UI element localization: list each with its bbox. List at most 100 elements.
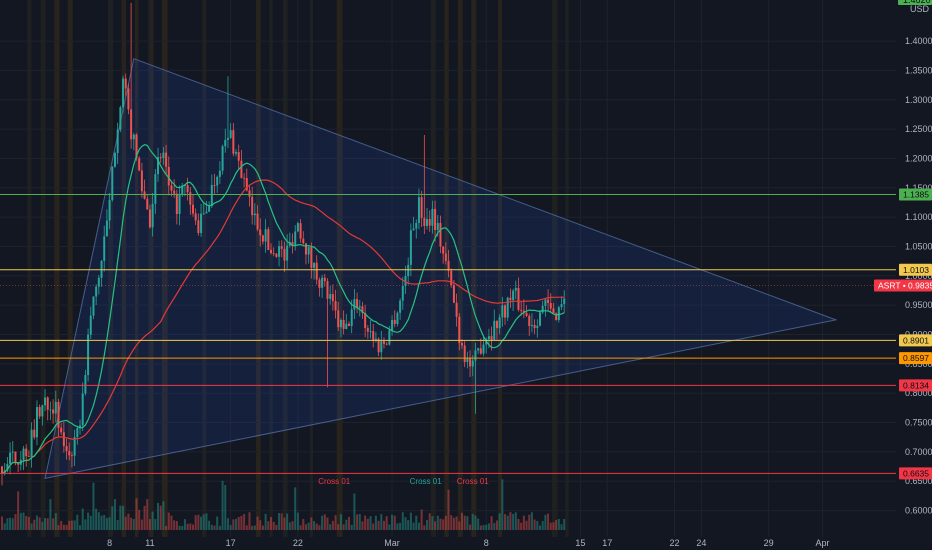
candle-body[interactable]: [41, 405, 44, 417]
candle-body[interactable]: [315, 262, 318, 280]
candle-body[interactable]: [189, 192, 192, 205]
candle-body[interactable]: [348, 323, 351, 326]
candle-body[interactable]: [353, 299, 356, 310]
candle-body[interactable]: [361, 306, 364, 314]
candle-body[interactable]: [504, 305, 507, 318]
candle-body[interactable]: [560, 304, 563, 308]
candle-body[interactable]: [547, 299, 550, 304]
candle-body[interactable]: [380, 341, 383, 353]
candle-body[interactable]: [191, 204, 194, 214]
candle-body[interactable]: [200, 213, 203, 233]
candle-body[interactable]: [399, 300, 402, 313]
candle-body[interactable]: [501, 305, 504, 318]
candle-body[interactable]: [493, 320, 496, 340]
candle-body[interactable]: [350, 309, 353, 326]
candle-body[interactable]: [116, 129, 119, 153]
candle-body[interactable]: [326, 281, 329, 299]
candle-body[interactable]: [530, 324, 533, 327]
candle-body[interactable]: [237, 152, 240, 161]
candle-body[interactable]: [356, 299, 359, 308]
candle-body[interactable]: [329, 294, 332, 299]
candle-body[interactable]: [113, 152, 116, 167]
candle-body[interactable]: [283, 248, 286, 261]
candle-body[interactable]: [460, 343, 463, 346]
candle-body[interactable]: [391, 320, 394, 331]
candle-body[interactable]: [259, 229, 262, 236]
candle-body[interactable]: [173, 190, 176, 194]
candle-body[interactable]: [318, 279, 321, 288]
candle-body[interactable]: [552, 308, 555, 314]
candle-body[interactable]: [22, 448, 25, 460]
candle-body[interactable]: [175, 193, 178, 215]
candle-body[interactable]: [235, 152, 238, 154]
candle-body[interactable]: [62, 432, 65, 447]
candle-body[interactable]: [382, 341, 385, 344]
candle-body[interactable]: [331, 294, 334, 302]
candle-body[interactable]: [70, 455, 73, 457]
candle-body[interactable]: [514, 287, 517, 291]
candle-body[interactable]: [261, 235, 264, 242]
candle-body[interactable]: [444, 253, 447, 261]
candle-body[interactable]: [60, 427, 63, 433]
candle-body[interactable]: [27, 456, 30, 457]
candle-body[interactable]: [248, 190, 251, 197]
candle-body[interactable]: [132, 134, 135, 140]
candlesticks[interactable]: [1, 2, 566, 486]
candle-body[interactable]: [208, 205, 211, 212]
candle-body[interactable]: [442, 246, 445, 254]
candle-body[interactable]: [321, 277, 324, 288]
candle-body[interactable]: [232, 130, 235, 154]
candle-body[interactable]: [264, 229, 267, 242]
candle-body[interactable]: [337, 310, 340, 328]
candle-body[interactable]: [420, 197, 423, 218]
candle-body[interactable]: [388, 330, 391, 345]
time-axis[interactable]: 8 11 17 22 Mar 8 15 17 22 24 29 Apr: [107, 538, 829, 548]
candle-body[interactable]: [76, 428, 79, 438]
candle-body[interactable]: [498, 317, 501, 329]
candle-body[interactable]: [313, 262, 316, 268]
candle-body[interactable]: [151, 203, 154, 228]
candle-body[interactable]: [226, 137, 229, 140]
candle-body[interactable]: [455, 302, 458, 317]
candle-body[interactable]: [25, 448, 28, 457]
candle-body[interactable]: [245, 178, 248, 191]
candle-body[interactable]: [108, 200, 111, 221]
horizontal-levels[interactable]: [0, 194, 896, 474]
candle-body[interactable]: [369, 331, 372, 332]
candle-body[interactable]: [44, 397, 47, 406]
candle-body[interactable]: [213, 185, 216, 186]
candle-body[interactable]: [165, 152, 168, 167]
candle-body[interactable]: [434, 208, 437, 231]
candle-body[interactable]: [30, 429, 33, 457]
candle-body[interactable]: [549, 303, 552, 309]
candle-body[interactable]: [463, 345, 466, 363]
candle-body[interactable]: [339, 320, 342, 328]
candle-body[interactable]: [38, 407, 41, 417]
candle-body[interactable]: [280, 246, 283, 249]
candle-body[interactable]: [474, 350, 477, 361]
candle-body[interactable]: [487, 336, 490, 340]
candle-body[interactable]: [396, 312, 399, 324]
candle-body[interactable]: [205, 211, 208, 214]
candle-body[interactable]: [95, 286, 98, 297]
candle-body[interactable]: [323, 277, 326, 282]
candle-body[interactable]: [87, 334, 90, 375]
candle-body[interactable]: [407, 264, 410, 276]
candle-body[interactable]: [466, 357, 469, 363]
candle-body[interactable]: [84, 374, 87, 394]
candle-body[interactable]: [426, 218, 429, 226]
candle-body[interactable]: [512, 290, 515, 301]
candle-body[interactable]: [197, 220, 200, 233]
candle-body[interactable]: [124, 78, 127, 89]
candle-body[interactable]: [450, 270, 453, 286]
candle-body[interactable]: [170, 185, 173, 191]
candle-body[interactable]: [490, 336, 493, 340]
candle-body[interactable]: [517, 287, 520, 310]
candle-body[interactable]: [89, 315, 92, 335]
candle-body[interactable]: [539, 312, 541, 326]
candle-body[interactable]: [520, 309, 523, 311]
candle-body[interactable]: [52, 409, 55, 414]
candle-body[interactable]: [479, 348, 482, 354]
candle-body[interactable]: [229, 130, 232, 138]
candle-body[interactable]: [358, 306, 361, 308]
